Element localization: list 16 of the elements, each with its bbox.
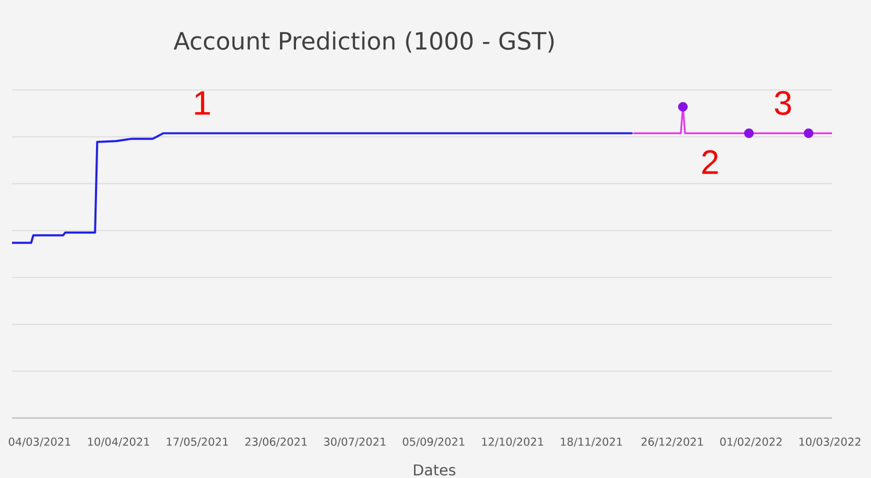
chart-title: Account Prediction (1000 - GST) <box>174 31 554 53</box>
x-tick-label: 12/10/2021 <box>482 438 544 447</box>
x-tick-label: 04/03/2021 <box>8 438 70 447</box>
x-tick-label: 17/05/2021 <box>166 438 228 447</box>
annotation: 1 <box>195 91 210 115</box>
x-tick-label: 01/02/2022 <box>720 438 782 447</box>
annotation: 3 <box>774 91 791 115</box>
x-tick-label: 05/09/2021 <box>402 438 464 447</box>
x-tick-label: 26/12/2021 <box>641 438 703 447</box>
x-tick-label: 30/07/2021 <box>324 438 386 447</box>
x-tick-label: 10/04/2021 <box>88 438 150 447</box>
x-tick-label: 10/03/2022 <box>800 438 860 447</box>
x-tick-label: 23/06/2021 <box>245 438 307 447</box>
x-axis-title: Dates <box>414 464 456 476</box>
x-tick-label: 18/11/2021 <box>560 438 622 447</box>
annotation: 2 <box>702 150 718 174</box>
